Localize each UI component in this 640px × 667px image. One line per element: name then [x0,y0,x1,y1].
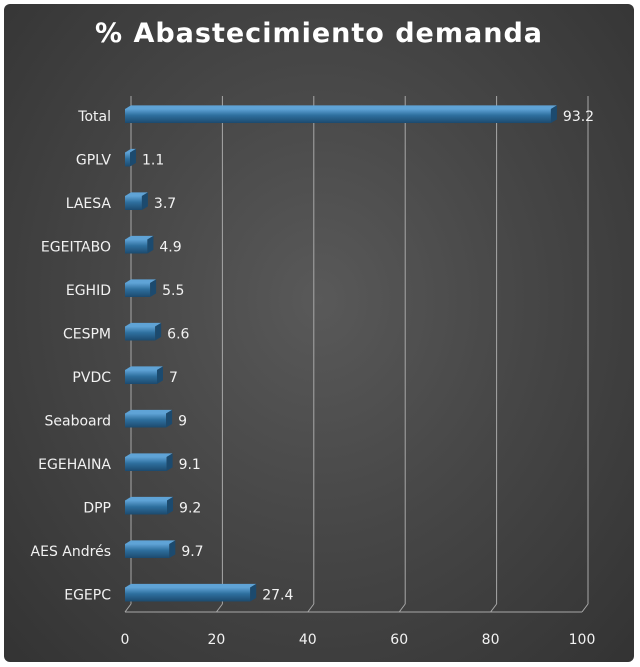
value-label-3: 4.9 [159,240,181,256]
x-tick-label-80: 80 [482,632,500,648]
bar-end-5 [155,322,162,341]
category-label-3: EGEITABO [41,240,111,256]
category-label-9: DPP [83,501,111,517]
chart-frame: % Abastecimiento demanda 0 20 40 60 80 100 Tot… [4,4,634,662]
x-tick-label-100: 100 [569,632,596,648]
bar-end-4 [150,279,157,297]
bar-end-8 [166,453,173,471]
gridline-foot-100 [581,603,589,613]
category-label-6: PVDC [72,370,111,386]
value-label-0: 93.2 [563,109,594,125]
value-label-4: 5.5 [162,283,184,299]
bar-9 [125,500,168,515]
bar-3 [125,239,148,254]
bar-top-11 [125,583,257,588]
bar-end-2 [141,192,148,210]
bar-0 [125,109,551,123]
bar-end-6 [156,366,163,384]
category-label-10: AES Andrés [31,544,111,560]
value-label-6: 7 [169,370,178,386]
value-label-11: 27.4 [262,588,293,604]
bar-end-10 [169,540,176,558]
bar-top-8 [125,453,173,457]
x-tick-label-0: 0 [121,632,130,648]
value-label-5: 6.6 [167,327,189,343]
bar-top-7 [125,409,173,414]
x-tick-label-60: 60 [390,632,408,648]
value-label-9: 9.2 [179,501,201,517]
bar-10 [125,544,170,558]
category-label-4: EGHID [66,283,111,299]
chart-title: % Abastecimiento demanda [95,18,543,49]
x-tick-label-40: 40 [299,632,317,648]
bar-6 [125,370,157,384]
bar-5 [125,326,156,341]
bar-end-11 [250,583,257,602]
bar-top-4 [125,279,157,283]
bar-top-10 [125,540,176,544]
value-label-1: 1.1 [142,153,164,169]
category-label-7: Seaboard [44,414,111,430]
x-tick-label-20: 20 [207,632,225,648]
bar-4 [125,283,151,297]
category-label-1: GPLV [76,153,112,169]
category-label-5: CESPM [63,327,111,343]
bar-end-1 [130,148,137,167]
bar-2 [125,196,142,210]
bar-end-0 [550,105,557,123]
bar-end-7 [166,409,173,428]
gridline-foot-0 [124,603,132,613]
bar-end-3 [147,235,154,254]
value-label-2: 3.7 [154,196,176,212]
bar-8 [125,457,167,471]
bar-7 [125,413,167,428]
value-label-8: 9.1 [179,457,201,473]
bar-1 [125,152,131,167]
gridline-foot-80 [490,603,498,613]
bar-top-9 [125,496,174,501]
category-label-11: EGEPC [64,588,111,604]
bar-chart-plot: 0 20 40 60 80 100 Total 93.2 GPLV 1.1 LAESA 3.7 EGEI… [31,96,596,648]
value-label-7: 9 [178,414,187,430]
bar-top-6 [125,366,163,370]
category-label-2: LAESA [66,196,112,212]
bar-top-3 [125,235,154,240]
bar-end-9 [167,496,174,515]
bar-11 [125,587,251,602]
category-label-8: EGEHAINA [38,457,111,473]
gridline-foot-20 [215,603,223,613]
value-label-10: 9.7 [181,544,203,560]
category-label-0: Total [77,109,111,125]
bar-top-2 [125,192,148,196]
bar-top-5 [125,322,162,327]
bar-top-1 [125,148,137,153]
gridline-foot-60 [398,603,406,613]
bar-top-0 [125,105,557,109]
gridline-foot-40 [307,603,315,613]
